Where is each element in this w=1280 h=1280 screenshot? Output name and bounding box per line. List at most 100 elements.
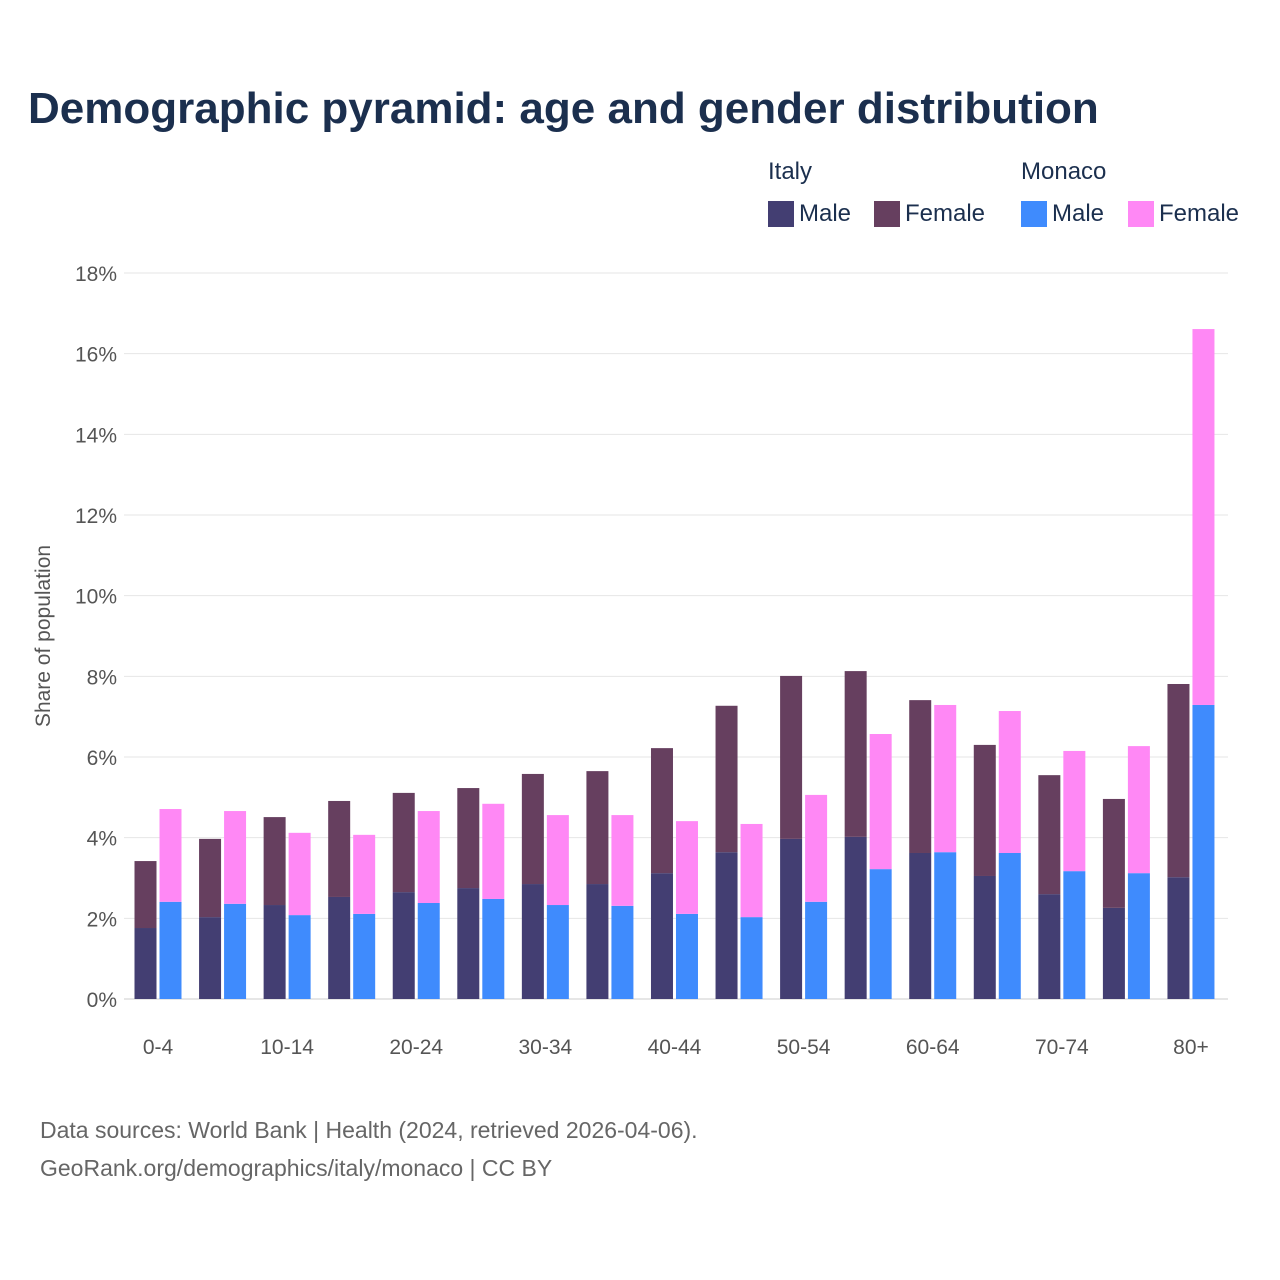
bar-italy-male-65-69[interactable]: [973, 875, 996, 999]
bar-italy-male-10-14[interactable]: [263, 905, 286, 999]
bar-italy-male-60-64[interactable]: [909, 852, 932, 999]
bar-italy-female-75-79[interactable]: [1102, 798, 1125, 908]
x-tick-label: 50-54: [777, 1036, 831, 1059]
x-tick-label: 80+: [1173, 1036, 1209, 1059]
bar-monaco-female-75-79[interactable]: [1127, 746, 1150, 874]
bar-monaco-female-35-39[interactable]: [611, 815, 634, 906]
bar-italy-female-35-39[interactable]: [586, 771, 609, 885]
y-tick-label: 6%: [87, 747, 117, 770]
legend-monaco-male[interactable]: Male: [1021, 200, 1104, 228]
bar-monaco-male-15-19[interactable]: [353, 913, 376, 999]
bar-italy-male-80+[interactable]: [1167, 877, 1190, 999]
bar-monaco-female-50-54[interactable]: [805, 794, 828, 902]
bar-italy-male-5-9[interactable]: [199, 917, 222, 999]
bar-italy-female-55-59[interactable]: [844, 671, 867, 837]
bar-monaco-female-40-44[interactable]: [675, 821, 698, 914]
bar-monaco-male-70-74[interactable]: [1063, 871, 1086, 999]
bar-italy-female-15-19[interactable]: [328, 800, 351, 897]
bar-monaco-male-60-64[interactable]: [934, 852, 957, 999]
bar-monaco-male-25-29[interactable]: [482, 898, 505, 999]
source-url[interactable]: GeoRank.org/demographics/italy/monaco | …: [40, 1155, 553, 1181]
bar-monaco-female-20-24[interactable]: [417, 811, 440, 904]
bar-monaco-male-35-39[interactable]: [611, 905, 634, 999]
bar-monaco-male-80+[interactable]: [1192, 704, 1215, 999]
bar-monaco-male-45-49[interactable]: [740, 917, 763, 999]
bar-monaco-male-50-54[interactable]: [805, 901, 828, 999]
bar-monaco-male-55-59[interactable]: [869, 869, 892, 999]
legend-label: Female: [1159, 200, 1240, 227]
legend-italy-male[interactable]: Male: [768, 200, 851, 228]
bar-monaco-male-0-4[interactable]: [159, 901, 182, 999]
legend-swatch: [874, 201, 900, 227]
bar-italy-female-0-4[interactable]: [134, 861, 157, 929]
bar-italy-male-15-19[interactable]: [328, 896, 351, 999]
bar-monaco-female-45-49[interactable]: [740, 823, 763, 918]
bar-italy-male-40-44[interactable]: [650, 873, 673, 999]
bar-italy-male-75-79[interactable]: [1102, 907, 1125, 999]
y-tick-label: 10%: [75, 586, 117, 609]
bar-monaco-male-5-9[interactable]: [224, 903, 247, 999]
y-axis-label: Share of population: [32, 545, 55, 727]
y-tick-label: 18%: [75, 263, 117, 286]
bar-monaco-male-65-69[interactable]: [998, 852, 1021, 999]
bar-italy-female-65-69[interactable]: [973, 744, 996, 876]
bar-monaco-female-80+[interactable]: [1192, 329, 1215, 705]
bar-monaco-female-65-69[interactable]: [998, 711, 1021, 853]
bar-monaco-male-75-79[interactable]: [1127, 873, 1150, 999]
bar-monaco-female-60-64[interactable]: [934, 704, 957, 853]
bar-monaco-female-30-34[interactable]: [546, 815, 569, 906]
x-tick-label: 40-44: [648, 1036, 702, 1059]
bar-italy-female-10-14[interactable]: [263, 817, 286, 906]
legend-label: Female: [905, 200, 986, 227]
y-tick-label: 0%: [87, 989, 117, 1012]
bar-monaco-female-0-4[interactable]: [159, 809, 182, 902]
legend-group-italy: Italy: [768, 158, 813, 185]
y-tick-label: 4%: [87, 828, 117, 851]
bar-italy-female-60-64[interactable]: [909, 700, 932, 853]
bar-italy-female-70-74[interactable]: [1038, 775, 1061, 895]
bar-monaco-female-10-14[interactable]: [288, 832, 311, 916]
bar-italy-male-35-39[interactable]: [586, 884, 609, 999]
y-tick-label: 8%: [87, 666, 117, 689]
bar-italy-female-45-49[interactable]: [715, 705, 738, 853]
bar-italy-male-70-74[interactable]: [1038, 894, 1061, 999]
bar-italy-female-20-24[interactable]: [392, 792, 415, 893]
legend-monaco-female[interactable]: Female: [1128, 200, 1239, 228]
bar-italy-female-40-44[interactable]: [650, 748, 673, 874]
chart-title: Demographic pyramid: age and gender dist…: [28, 84, 1099, 133]
bar-monaco-male-20-24[interactable]: [417, 903, 440, 999]
bar-monaco-female-70-74[interactable]: [1063, 750, 1086, 872]
bar-italy-male-0-4[interactable]: [134, 928, 157, 999]
bar-monaco-female-25-29[interactable]: [482, 803, 505, 899]
bar-italy-male-20-24[interactable]: [392, 892, 415, 999]
legend-swatch: [768, 201, 794, 227]
y-tick-label: 2%: [87, 908, 117, 931]
bar-monaco-female-55-59[interactable]: [869, 734, 892, 870]
bar-italy-female-50-54[interactable]: [780, 675, 803, 839]
bar-monaco-female-5-9[interactable]: [224, 811, 247, 904]
legend-swatch: [1021, 201, 1047, 227]
legend-italy-female[interactable]: Female: [874, 200, 985, 228]
bar-italy-female-80+[interactable]: [1167, 683, 1190, 878]
bar-italy-male-45-49[interactable]: [715, 852, 738, 999]
bar-italy-male-25-29[interactable]: [457, 888, 480, 999]
bar-italy-female-5-9[interactable]: [199, 838, 222, 918]
legend-group-monaco: Monaco: [1021, 158, 1107, 185]
x-tick-label: 10-14: [260, 1036, 314, 1059]
source-note: Data sources: World Bank | Health (2024,…: [40, 1117, 698, 1143]
y-tick-label: 16%: [75, 344, 117, 367]
legend-label: Male: [799, 200, 852, 227]
bar-monaco-female-15-19[interactable]: [353, 834, 376, 914]
bar-monaco-male-40-44[interactable]: [675, 913, 698, 999]
bar-italy-male-30-34[interactable]: [521, 884, 544, 999]
bar-italy-male-55-59[interactable]: [844, 836, 867, 999]
x-tick-label: 30-34: [519, 1036, 573, 1059]
bar-italy-female-30-34[interactable]: [521, 773, 544, 885]
bar-italy-female-25-29[interactable]: [457, 788, 480, 889]
x-tick-label: 20-24: [389, 1036, 443, 1059]
bar-italy-male-50-54[interactable]: [780, 838, 803, 999]
bar-monaco-male-30-34[interactable]: [546, 905, 569, 999]
bar-monaco-male-10-14[interactable]: [288, 915, 311, 999]
